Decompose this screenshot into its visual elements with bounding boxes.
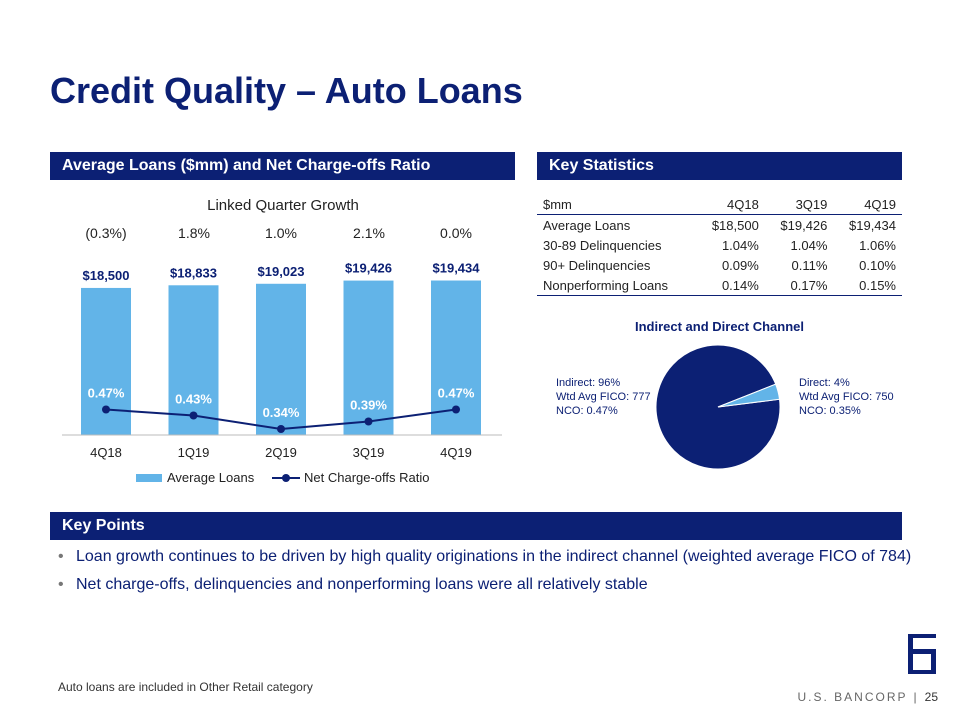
growth-value: (0.3%) bbox=[85, 225, 127, 241]
line-data-label: 0.34% bbox=[263, 405, 300, 420]
x-tick-label: 3Q19 bbox=[353, 445, 385, 460]
growth-value: 2.1% bbox=[353, 225, 385, 241]
footnote: Auto loans are included in Other Retail … bbox=[58, 680, 313, 694]
key-point: Loan growth continues to be driven by hi… bbox=[58, 548, 911, 566]
line-point bbox=[452, 405, 460, 414]
table-cell: $18,500 bbox=[711, 217, 759, 233]
page-title: Credit Quality – Auto Loans bbox=[50, 70, 523, 111]
x-tick-label: 4Q18 bbox=[90, 445, 122, 460]
pie-label-direct: Direct: 4% Wtd Avg FICO: 750 NCO: 0.35% bbox=[799, 376, 894, 418]
line-point bbox=[102, 405, 110, 414]
table-row: 90+ Delinquencies 0.09% 0.11% 0.10% bbox=[537, 255, 902, 275]
legend-label: Average Loans bbox=[167, 470, 255, 485]
pie-label-line: NCO: 0.35% bbox=[799, 405, 861, 417]
pie-label-line: Direct: 4% bbox=[799, 377, 850, 389]
growth-value: 1.0% bbox=[265, 225, 297, 241]
line-point bbox=[364, 417, 373, 426]
table-cell: 30-89 Delinquencies bbox=[543, 237, 662, 253]
table-cell: $19,426 bbox=[780, 217, 828, 233]
table-row: Nonperforming Loans 0.14% 0.17% 0.15% bbox=[537, 275, 902, 296]
table-cell: $19,434 bbox=[849, 217, 896, 233]
key-points-list: Loan growth continues to be driven by hi… bbox=[58, 548, 911, 604]
section-header-average-loans: Average Loans ($mm) and Net Charge-offs … bbox=[50, 152, 515, 180]
table-cell: 0.09% bbox=[721, 257, 759, 273]
growth-value: 0.0% bbox=[440, 225, 472, 241]
line-data-label: 0.43% bbox=[175, 392, 212, 407]
line-data-label: 0.47% bbox=[88, 386, 125, 401]
column-header: 4Q19 bbox=[833, 194, 902, 215]
table-cell: Nonperforming Loans bbox=[537, 275, 697, 296]
growth-value: 1.8% bbox=[178, 225, 210, 241]
page-number: 25 bbox=[924, 690, 938, 704]
table-cell: Average Loans bbox=[543, 217, 631, 233]
table-cell: 1.04% bbox=[721, 237, 759, 253]
table-header-row: $mm 4Q18 3Q19 4Q19 bbox=[537, 194, 902, 215]
section-header-key-statistics: Key Statistics bbox=[537, 152, 902, 180]
bar-data-label: $19,434 bbox=[433, 261, 481, 276]
key-point: Net charge-offs, delinquencies and nonpe… bbox=[58, 576, 911, 594]
line-point bbox=[189, 411, 198, 420]
table-cell: 0.10% bbox=[859, 257, 896, 273]
table-row: 30-89 Delinquencies 1.04% 1.04% 1.06% bbox=[537, 235, 902, 255]
legend-item-average-loans: Average Loans bbox=[136, 470, 254, 485]
legend-label: Net Charge-offs Ratio bbox=[304, 470, 430, 485]
brand-footer: U.S. BANCORP | 25 bbox=[798, 690, 939, 704]
table-cell: 0.14% bbox=[696, 275, 765, 296]
section-header-key-points: Key Points bbox=[50, 512, 902, 540]
bar-average-loans bbox=[168, 285, 219, 435]
pie-label-line: Wtd Avg FICO: 750 bbox=[799, 391, 894, 403]
bar-data-label: $19,023 bbox=[258, 264, 305, 279]
bar-average-loans bbox=[343, 280, 394, 435]
line-point bbox=[277, 425, 285, 433]
x-tick-label: 1Q19 bbox=[178, 445, 210, 460]
column-header: 4Q18 bbox=[696, 194, 765, 215]
table-cell: 0.15% bbox=[833, 275, 902, 296]
legend-item-net-charge-offs: Net Charge-offs Ratio bbox=[272, 470, 430, 485]
column-header: $mm bbox=[537, 194, 697, 215]
pie-label-line: Indirect: 96% bbox=[556, 377, 621, 389]
channel-pie-chart bbox=[655, 344, 781, 470]
table-row: Average Loans $18,500 $19,426 $19,434 bbox=[537, 215, 902, 236]
column-header: 3Q19 bbox=[764, 194, 834, 215]
brand-name: U.S. BANCORP bbox=[797, 690, 908, 704]
linked-quarter-growth-title: Linked Quarter Growth bbox=[207, 197, 359, 214]
table-cell: 1.06% bbox=[859, 237, 896, 253]
bar-data-label: $19,426 bbox=[345, 261, 392, 276]
line-data-label: 0.47% bbox=[438, 386, 475, 401]
table-cell: 0.17% bbox=[764, 275, 834, 296]
pie-label-line: NCO: 0.47% bbox=[556, 405, 618, 417]
bancorp-shield-icon bbox=[908, 634, 936, 674]
line-data-label: 0.39% bbox=[350, 398, 387, 413]
pie-slice-direct bbox=[717, 383, 781, 408]
average-loans-chart: $18,500 4Q18 $18,833 1Q19 $19,023 2Q19 $19,426… bbox=[62, 261, 502, 460]
table-cell: 0.11% bbox=[791, 257, 828, 273]
bar-data-label: $18,500 bbox=[83, 268, 130, 283]
table-cell: 1.04% bbox=[790, 237, 828, 253]
bar-data-label: $18,833 bbox=[170, 265, 217, 280]
legend-swatch-bar bbox=[136, 473, 162, 482]
legend-swatch-line bbox=[272, 473, 300, 483]
table-cell: 90+ Delinquencies bbox=[543, 257, 651, 273]
x-tick-label: 2Q19 bbox=[265, 445, 297, 460]
pie-label-line: Wtd Avg FICO: 777 bbox=[556, 391, 651, 403]
pie-chart-title: Indirect and Direct Channel bbox=[634, 319, 805, 334]
brand-separator: | bbox=[913, 690, 919, 704]
pie-label-indirect: Indirect: 96% Wtd Avg FICO: 777 NCO: 0.4… bbox=[556, 376, 651, 418]
bar-average-loans bbox=[256, 283, 306, 435]
key-statistics-table: $mm 4Q18 3Q19 4Q19 Average Loans $18,500… bbox=[537, 194, 902, 296]
x-tick-label: 4Q19 bbox=[440, 445, 472, 460]
